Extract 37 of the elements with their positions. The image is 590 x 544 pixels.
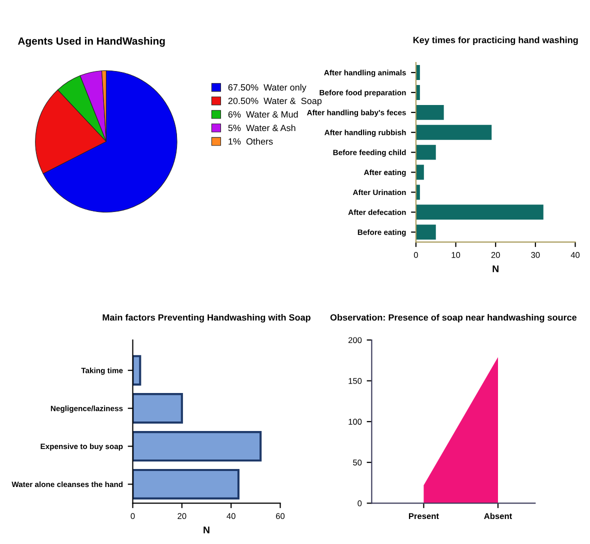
bar <box>416 164 424 180</box>
x-tick-label: 30 <box>531 252 540 258</box>
bar <box>416 124 492 140</box>
y-tick-label: 150 <box>348 378 362 384</box>
x-axis-title: N <box>204 526 210 534</box>
chart-title: Agents Used in HandWashing <box>18 37 165 47</box>
legend-label: 67.50% Water only <box>228 84 306 92</box>
bar <box>132 430 262 462</box>
y-tick-label: 0 <box>358 500 362 506</box>
bar <box>416 144 436 160</box>
legend-label: 20.50% Water & Soap <box>228 98 322 106</box>
chart-title: Key times for practicing hand washing <box>413 36 578 46</box>
y-tick-label: 200 <box>348 337 362 344</box>
bar <box>416 224 436 240</box>
legend-label: 1% Others <box>228 138 273 145</box>
x-tick-label: 40 <box>226 513 236 520</box>
legend-label: 6% Water & Mud <box>228 110 298 118</box>
legend-label: 5% Water & Ash <box>228 124 296 132</box>
y-tick-label: 100 <box>348 418 362 425</box>
x-axis-title: N <box>492 265 498 272</box>
x-tick-label: 40 <box>570 252 580 258</box>
bar <box>132 355 142 386</box>
bar <box>132 468 240 500</box>
bar <box>132 393 183 424</box>
x-tick-label: 0 <box>130 513 135 520</box>
y-tick-label: 50 <box>353 460 362 466</box>
bar <box>416 104 444 120</box>
x-tick-label: Present <box>408 513 439 520</box>
x-tick-label: 0 <box>414 252 418 258</box>
chart-title: Main factors Preventing Handwashing with Soap <box>102 314 310 322</box>
bar <box>416 204 544 220</box>
x-tick-label: 20 <box>491 252 500 258</box>
x-tick-label: 10 <box>452 252 460 258</box>
x-tick-label: 20 <box>178 513 186 520</box>
x-tick-label: 60 <box>276 513 285 520</box>
x-tick-label: Absent <box>484 512 512 520</box>
chart-title: Observation: Presence of soap near handwashing source <box>330 314 577 322</box>
